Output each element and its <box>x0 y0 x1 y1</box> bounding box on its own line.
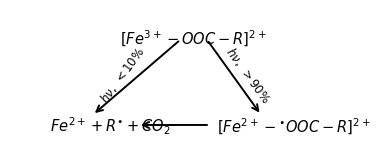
Text: $\mathit{h\nu},\ >90\%$: $\mathit{h\nu},\ >90\%$ <box>223 44 273 106</box>
Text: $\mathit{Fe}^{2+}+\mathit{R}^{\bullet}+\mathit{CO}_2$: $\mathit{Fe}^{2+}+\mathit{R}^{\bullet}+\… <box>50 116 171 137</box>
Text: $\left[\mathit{Fe}^{2+}-{}^{\bullet}\mathit{OOC}-\mathit{R}\right]^{2+}$: $\left[\mathit{Fe}^{2+}-{}^{\bullet}\mat… <box>217 117 371 137</box>
Text: $\mathit{h\nu},\ <10\%$: $\mathit{h\nu},\ <10\%$ <box>96 44 147 106</box>
Text: $\left[\mathit{Fe}^{3+}-\mathit{OOC}-\mathit{R}\right]^{2+}$: $\left[\mathit{Fe}^{3+}-\mathit{OOC}-\ma… <box>121 29 267 49</box>
